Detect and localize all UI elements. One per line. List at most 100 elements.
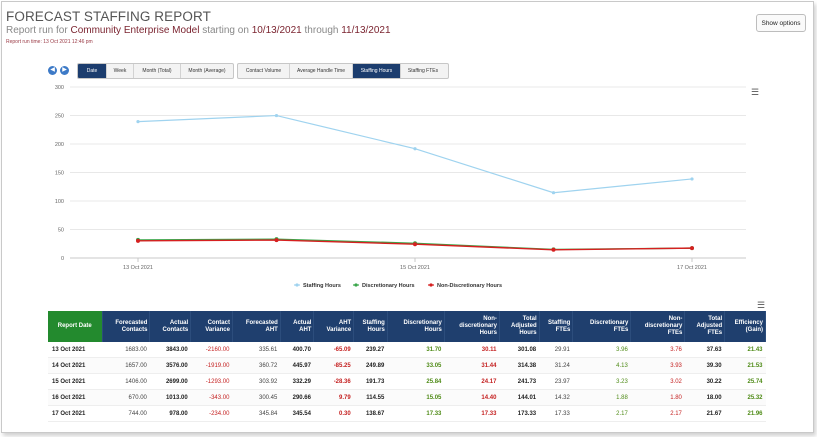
show-options-button[interactable]: Show options bbox=[756, 14, 806, 32]
column-header[interactable]: Total Adjusted Hours bbox=[499, 311, 540, 342]
table-cell: 4.13 bbox=[572, 357, 631, 374]
y-tick-label: 0 bbox=[61, 256, 64, 262]
staffing-table: Report Date Forecasted Contacts Actual Con… bbox=[48, 311, 766, 422]
table-cell: 33.05 bbox=[387, 357, 445, 374]
table-cell: 31.44 bbox=[444, 357, 500, 374]
table-cell: -1293.00 bbox=[190, 373, 233, 390]
table-cell: 16 Oct 2021 bbox=[48, 389, 103, 406]
table-cell: 1683.00 bbox=[102, 342, 150, 358]
table-cell: 3843.00 bbox=[149, 342, 191, 358]
legend-marker bbox=[295, 283, 299, 287]
column-header[interactable]: Staffing Hours bbox=[353, 311, 388, 342]
table-cell: 360.72 bbox=[232, 357, 281, 374]
table-cell: 3.76 bbox=[630, 342, 685, 358]
model-name: Community Enterprise Model bbox=[70, 25, 200, 36]
y-tick-label: 250 bbox=[55, 114, 64, 120]
table-cell: 37.63 bbox=[684, 342, 725, 358]
table-cell: 14.32 bbox=[539, 389, 573, 406]
end-date: 11/13/2021 bbox=[341, 25, 391, 36]
column-header[interactable]: Forecasted Contacts bbox=[102, 311, 151, 342]
table-cell: 335.61 bbox=[232, 342, 281, 358]
table-cell: 301.08 bbox=[499, 342, 540, 358]
table-cell: 300.45 bbox=[232, 389, 281, 406]
table-cell: 25.84 bbox=[387, 373, 445, 390]
tab-staffing-hours[interactable]: Staffing Hours bbox=[353, 64, 401, 78]
metric-tabs: Contact Volume Average Handle Time Staff… bbox=[237, 63, 449, 79]
table-row: 15 Oct 2021 1406.00 2699.00 -1293.00 303.92 3… bbox=[48, 373, 766, 390]
column-header[interactable]: Non-discretionary FTEs bbox=[630, 311, 686, 342]
column-header[interactable]: Staffing FTEs bbox=[539, 311, 574, 342]
table-cell: 191.73 bbox=[353, 373, 388, 390]
table-cell: 29.91 bbox=[539, 342, 573, 358]
data-point bbox=[690, 246, 694, 251]
table-row: 16 Oct 2021 670.00 1013.00 -343.00 300.45 290… bbox=[48, 389, 766, 406]
column-header[interactable]: Contact Variance bbox=[190, 311, 233, 342]
data-point bbox=[690, 177, 694, 181]
table-cell: 13 Oct 2021 bbox=[48, 342, 103, 358]
column-header[interactable]: Discretionary Hours bbox=[387, 311, 445, 342]
table-cell: 31.70 bbox=[387, 342, 445, 358]
table-cell: 3576.00 bbox=[149, 357, 191, 374]
table-cell: 15 Oct 2021 bbox=[48, 373, 103, 390]
column-header[interactable]: Non-discretionary Hours bbox=[444, 311, 500, 342]
table-cell: 31.24 bbox=[539, 357, 573, 374]
report-title: FORECAST STAFFING REPORT bbox=[6, 9, 211, 24]
legend-label: Non-Discretionary Hours bbox=[437, 283, 502, 289]
column-header[interactable]: Efficiency (Gain) bbox=[724, 311, 766, 342]
table-cell: 25.74 bbox=[724, 373, 766, 390]
staffing-hours-chart: 0 50 100 150 200 250 300 13 Oct 2021 15 Oct 2021… bbox=[55, 85, 746, 289]
chart-legend: Staffing Hours Discretionary Hours Non-Dis… bbox=[294, 283, 502, 289]
table-cell: 17 Oct 2021 bbox=[48, 405, 103, 422]
column-header[interactable]: Discretionary FTEs bbox=[572, 311, 632, 342]
table-cell: 290.66 bbox=[280, 389, 314, 406]
column-header[interactable]: Forecasted AHT bbox=[232, 311, 281, 342]
column-header[interactable]: Report Date bbox=[48, 311, 103, 342]
table-header-row: Report Date Forecasted Contacts Actual Con… bbox=[48, 311, 766, 342]
tab-average-handle-time[interactable]: Average Handle Time bbox=[290, 64, 353, 78]
column-header[interactable]: AHT Variance bbox=[313, 311, 355, 342]
chart-series bbox=[136, 113, 694, 252]
table-cell: -1919.00 bbox=[190, 357, 233, 374]
table-cell: 18.00 bbox=[684, 389, 725, 406]
data-point bbox=[413, 242, 417, 247]
table-cell: 21.53 bbox=[724, 357, 766, 374]
table-cell: 14.40 bbox=[444, 389, 500, 406]
table-cell: 3.96 bbox=[572, 342, 631, 358]
table-cell: -343.00 bbox=[190, 389, 233, 406]
column-header[interactable]: Actual AHT bbox=[280, 311, 315, 342]
table-cell: 3.23 bbox=[572, 373, 631, 390]
table-cell: -2160.00 bbox=[190, 342, 233, 358]
table-cell: 23.97 bbox=[539, 373, 573, 390]
table-menu-icon[interactable]: ☰ bbox=[757, 300, 766, 310]
table-cell: 144.01 bbox=[499, 389, 540, 406]
tab-month-total[interactable]: Month (Total) bbox=[134, 64, 181, 78]
table-cell: 0.30 bbox=[313, 405, 354, 422]
table-cell: 239.27 bbox=[353, 342, 388, 358]
tab-week[interactable]: Week bbox=[107, 64, 134, 78]
tab-staffing-ftes[interactable]: Staffing FTEs bbox=[407, 68, 439, 74]
table-cell: 744.00 bbox=[102, 405, 150, 422]
chevron-left-icon[interactable]: ◀ bbox=[48, 66, 57, 75]
chart-menu-icon[interactable]: ☰ bbox=[751, 87, 760, 97]
data-point bbox=[551, 247, 556, 252]
table-cell: 114.55 bbox=[353, 389, 388, 406]
column-header[interactable]: Total Adjusted FTEs bbox=[684, 311, 726, 342]
table-cell: 1.88 bbox=[572, 389, 631, 406]
table-cell: -234.00 bbox=[190, 405, 233, 422]
chevron-right-icon[interactable]: ▶ bbox=[60, 66, 69, 75]
tab-date[interactable]: Date bbox=[78, 64, 107, 78]
table-cell: 345.84 bbox=[232, 405, 281, 422]
data-point bbox=[274, 113, 279, 118]
tab-month-average[interactable]: Month (Average) bbox=[188, 68, 226, 74]
table-cell: 2.17 bbox=[630, 405, 685, 422]
table-row: 17 Oct 2021 744.00 978.00 -234.00 345.84 345.… bbox=[48, 405, 766, 422]
table-cell: 978.00 bbox=[149, 405, 191, 422]
table-cell: 138.67 bbox=[353, 405, 388, 422]
table-cell: 445.97 bbox=[280, 357, 314, 374]
table-body: 13 Oct 2021 1683.00 3843.00 -2160.00 335.61 4… bbox=[48, 342, 766, 422]
x-tick-label: 15 Oct 2021 bbox=[400, 265, 430, 271]
column-header[interactable]: Actual Contacts bbox=[149, 311, 192, 342]
table-cell: 2699.00 bbox=[149, 373, 191, 390]
tab-contact-volume[interactable]: Contact Volume bbox=[238, 64, 290, 78]
x-tick-label: 13 Oct 2021 bbox=[123, 265, 153, 271]
